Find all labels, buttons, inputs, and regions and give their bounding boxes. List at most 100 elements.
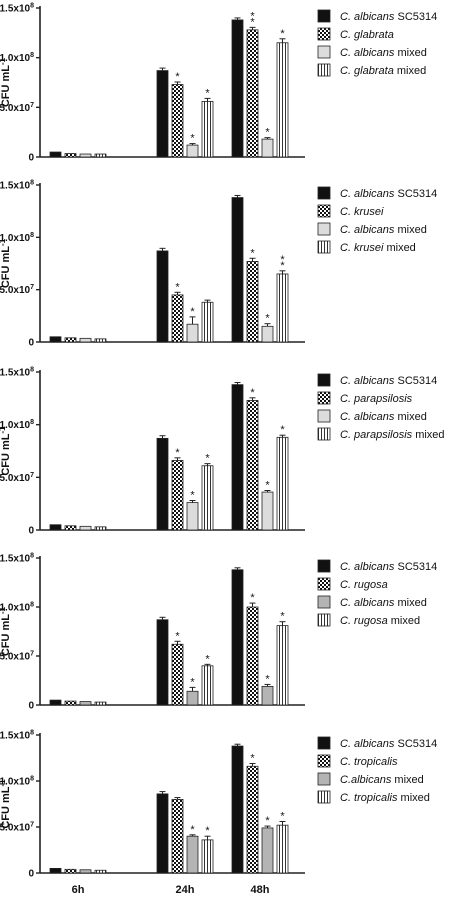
significance-mark: * <box>250 753 255 765</box>
significance-mark: * <box>205 653 210 665</box>
legend-entry: C. albicans SC5314 <box>340 738 437 750</box>
legend-entry: C. albicans SC5314 <box>340 188 437 200</box>
legend-swatch <box>317 595 331 609</box>
x-tick-label: 6h <box>72 884 85 896</box>
y-tick-label: 1.0x108 <box>0 232 34 244</box>
bar <box>64 868 77 874</box>
y-tick-label: 1.5x108 <box>0 3 34 15</box>
significance-mark: * <box>175 281 180 293</box>
bar <box>94 701 107 706</box>
significance-mark: * <box>175 447 180 459</box>
significance-mark: * <box>265 673 270 685</box>
legend-swatch <box>317 409 331 423</box>
legend-swatch <box>317 9 331 23</box>
legend-swatch <box>317 186 331 200</box>
significance-mark: * <box>250 10 255 22</box>
y-tick-label: 5.0x107 <box>0 102 34 114</box>
bar <box>201 301 214 343</box>
bar <box>64 525 77 531</box>
bar <box>261 685 274 706</box>
legend: C. albicans SC5314 C. rugosa C. albicans m… <box>317 559 437 627</box>
significance-mark: * <box>280 260 285 272</box>
bar <box>156 437 169 531</box>
bar <box>186 323 199 343</box>
y-axis-label: CFU mL-1 <box>0 779 12 829</box>
bar <box>49 336 62 343</box>
legend-entry: C. albicans mixed <box>340 47 427 59</box>
bar <box>156 793 169 874</box>
legend-entry: C. albicans mixed <box>340 597 427 609</box>
y-tick-label: 0 <box>28 869 34 880</box>
bar <box>156 619 169 706</box>
significance-mark: * <box>280 810 285 822</box>
bar <box>94 153 107 158</box>
legend-entry: C. tropicalis mixed <box>340 792 430 804</box>
bar <box>171 799 184 874</box>
legend-swatch <box>317 790 331 804</box>
bar <box>79 869 92 874</box>
legend-entry: C. rugosa mixed <box>340 615 420 627</box>
y-tick-label: 0 <box>28 701 34 712</box>
bar <box>49 868 62 874</box>
x-tick-label: 48h <box>251 884 270 896</box>
significance-mark: * <box>280 611 285 623</box>
y-tick-label: 1.5x108 <box>0 367 34 379</box>
legend-entry: C. glabrata mixed <box>340 65 426 77</box>
bar <box>94 869 107 874</box>
legend-entry: C.albicans mixed <box>340 774 424 786</box>
y-tick-label: 0 <box>28 526 34 537</box>
bar <box>171 643 184 706</box>
bar <box>79 153 92 158</box>
legend-entry: C. albicans SC5314 <box>340 11 437 23</box>
bar <box>64 700 77 706</box>
bar <box>171 294 184 343</box>
legend-swatch <box>317 613 331 627</box>
significance-mark: * <box>250 592 255 604</box>
legend-swatch <box>317 427 331 441</box>
legend-entry: C. glabrata <box>340 29 394 41</box>
bar <box>261 827 274 874</box>
legend-swatch <box>317 27 331 41</box>
bar <box>64 337 77 343</box>
legend-swatch <box>317 373 331 387</box>
y-tick-label: 0 <box>28 153 34 164</box>
significance-mark: * <box>205 825 210 837</box>
bar <box>79 525 92 531</box>
significance-mark: * <box>265 127 270 139</box>
bar <box>276 824 289 874</box>
y-tick-label: 1.0x108 <box>0 419 34 431</box>
legend-swatch <box>317 222 331 236</box>
legend-swatch <box>317 63 331 77</box>
bar <box>49 151 62 158</box>
y-tick-label: 1.5x108 <box>0 180 34 192</box>
legend-entry: C. krusei mixed <box>340 242 416 254</box>
legend-swatch <box>317 772 331 786</box>
bar <box>64 153 77 158</box>
legend-swatch <box>317 204 331 218</box>
legend: C. albicans SC5314 C. parapsilosis C. albi… <box>317 373 445 441</box>
legend-entry: C. krusei <box>340 206 384 218</box>
bar <box>49 524 62 531</box>
y-tick-label: 1.0x108 <box>0 776 34 788</box>
bar <box>186 502 199 531</box>
legend-swatch <box>317 559 331 573</box>
legend-swatch <box>317 577 331 591</box>
significance-mark: * <box>250 16 255 28</box>
bar <box>186 690 199 706</box>
bar <box>201 665 214 706</box>
significance-mark: * <box>265 313 270 325</box>
significance-mark: * <box>250 247 255 259</box>
legend-entry: C. tropicalis <box>340 756 398 768</box>
y-tick-label: 1.5x108 <box>0 553 34 565</box>
y-tick-label: 5.0x107 <box>0 822 34 834</box>
bar <box>276 625 289 706</box>
significance-mark: * <box>205 453 210 465</box>
y-tick-label: 0 <box>28 338 34 349</box>
bar <box>201 839 214 874</box>
significance-mark: * <box>280 424 285 436</box>
legend-entry: C. parapsilosis mixed <box>340 429 445 441</box>
bar <box>276 42 289 158</box>
